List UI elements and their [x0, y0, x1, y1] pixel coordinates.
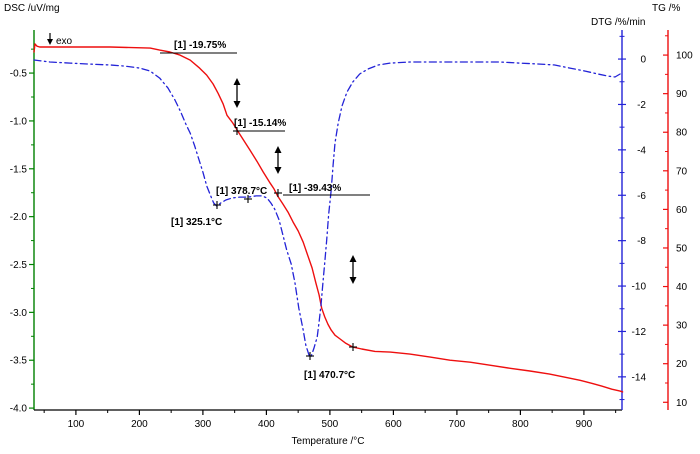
mass-step-label: [1] -15.14%: [234, 118, 286, 129]
tg-tick-label: 100: [676, 51, 693, 62]
dsc-tick-label: -3.0: [10, 308, 28, 319]
step-arrow-icon: [233, 78, 241, 85]
tg-tick-label: 20: [676, 359, 688, 370]
step-arrow-icon: [349, 277, 357, 284]
dtg-tick-label: 0: [640, 55, 646, 66]
x-tick-label: 200: [131, 419, 148, 430]
tg-tick-label: 30: [676, 321, 688, 332]
dsc-tick-label: -3.5: [10, 356, 28, 367]
tg-tick-label: 70: [676, 166, 688, 177]
dtg-tick-label: -10: [632, 282, 647, 293]
dsc-tick-label: -0.5: [10, 69, 28, 80]
step-arrow-icon: [233, 101, 241, 108]
peak-temp-label: [1] 378.7°C: [216, 186, 267, 197]
tg-tick-label: 80: [676, 128, 688, 139]
peak-temp-label: [1] 325.1°C: [171, 217, 222, 228]
peak-temp-label: [1] 470.7°C: [304, 370, 355, 381]
dsc-tick-label: -4.0: [10, 404, 28, 415]
step-arrow-icon: [274, 146, 282, 153]
dsc-tick-label: -2.0: [10, 212, 28, 223]
dtg-tick-label: -14: [632, 372, 647, 383]
tg-tick-label: 90: [676, 89, 688, 100]
dsc-tick-label: -1.0: [10, 116, 28, 127]
dtg-tick-label: -8: [637, 236, 646, 247]
x-tick-label: 700: [449, 419, 466, 430]
dtg-tick-label: -4: [637, 145, 646, 156]
dtg-tick-label: -6: [637, 191, 646, 202]
dsc-tick-label: -2.5: [10, 260, 28, 271]
exo-label: exo: [56, 36, 73, 47]
temperature-axis-title: Temperature /°C: [291, 436, 365, 447]
tg-tick-label: 60: [676, 205, 688, 216]
step-arrow-icon: [349, 255, 357, 262]
tg-tick-label: 10: [676, 398, 688, 409]
x-tick-label: 600: [385, 419, 402, 430]
dtg-curve: [33, 59, 621, 358]
step-arrow-icon: [274, 167, 282, 174]
tg-tick-label: 40: [676, 282, 688, 293]
tg-curve: [33, 43, 624, 393]
dtg-axis-title: DTG /%/min: [591, 17, 646, 28]
dsc-axis-title: DSC /uV/mg: [4, 3, 60, 14]
x-tick-label: 400: [258, 419, 275, 430]
mass-step-label: [1] -39.43%: [289, 183, 341, 194]
dsc-tick-label: -1.5: [10, 164, 28, 175]
dtg-tick-label: -12: [632, 327, 647, 338]
dtg-tick-label: -2: [637, 100, 646, 111]
x-tick-label: 100: [68, 419, 85, 430]
mass-step-label: [1] -19.75%: [174, 40, 226, 51]
x-tick-label: 800: [512, 419, 529, 430]
x-tick-label: 500: [322, 419, 339, 430]
x-tick-label: 900: [576, 419, 593, 430]
exo-down-arrow-icon: [47, 39, 53, 45]
tg-axis-title: TG /%: [652, 3, 681, 14]
x-tick-label: 300: [195, 419, 212, 430]
tg-tick-label: 50: [676, 243, 688, 254]
